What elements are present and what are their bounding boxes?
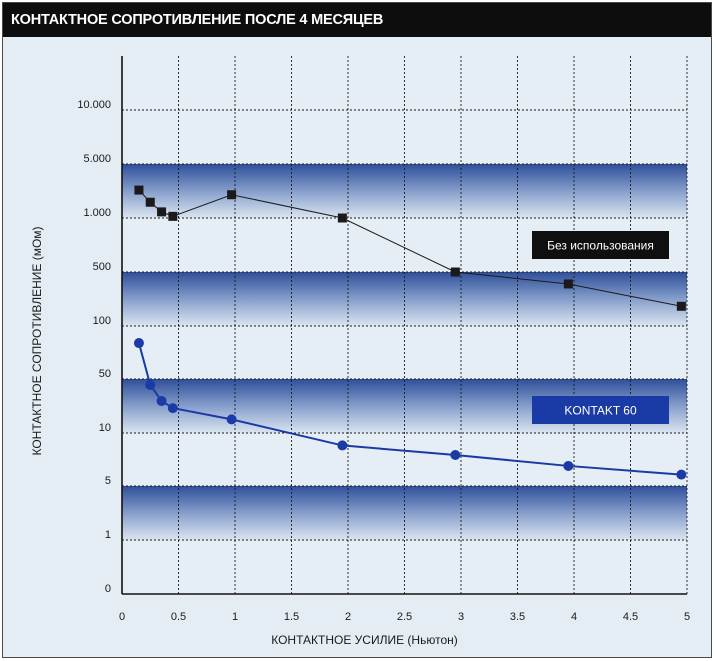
data-point-square	[337, 213, 347, 223]
tick-labels: 0 1 5 10 50 100 500 1.000 5.000 10.000 0 0.5 1 1.5 2 2.…	[77, 99, 690, 623]
data-point-circle	[145, 379, 156, 390]
x-axis-label: КОНТАКТНОЕ УСИЛИЕ (Ньютон)	[271, 633, 458, 647]
x-tick-label: 1.5	[284, 611, 299, 623]
axes	[121, 56, 687, 595]
x-tick-label: 2.5	[397, 611, 412, 623]
x-tick-label: 3	[458, 611, 464, 623]
series-layer	[133, 185, 687, 480]
y-tick-label: 50	[99, 368, 111, 380]
legend-label: KONTAKT 60	[564, 404, 637, 418]
legend-label: Без использования	[547, 239, 654, 253]
chart-title: КОНТАКТНОЕ СОПРОТИВЛЕНИЕ ПОСЛЕ 4 МЕСЯЦЕВ	[3, 3, 711, 37]
data-point-circle	[450, 449, 461, 460]
y-axis-label: КОНТАКТНОЕ СОПРОТИВЛЕНИЕ (мОм)	[30, 226, 44, 455]
legend-box	[532, 231, 669, 259]
data-point-circle	[226, 414, 237, 425]
data-point-square	[157, 207, 167, 217]
data-point-square	[145, 197, 155, 207]
data-point-circle	[156, 395, 167, 406]
y-tick-label: 10.000	[77, 99, 111, 111]
y-tick-label: 10	[99, 422, 111, 434]
data-point-square	[450, 267, 460, 277]
grid-lines	[122, 56, 688, 594]
data-point-circle	[167, 403, 178, 414]
y-tick-label: 5.000	[83, 153, 111, 165]
x-tick-label: 1	[232, 611, 238, 623]
x-tick-label: 2	[345, 611, 351, 623]
x-tick-label: 5	[684, 611, 690, 623]
chart-svg: 0 1 5 10 50 100 500 1.000 5.000 10.000 0 0.5 1 1.5 2 2.…	[30, 56, 690, 647]
data-point-circle	[133, 338, 144, 349]
y-tick-label: 1.000	[83, 207, 111, 219]
x-tick-label: 3.5	[510, 611, 525, 623]
y-tick-label: 500	[93, 261, 111, 273]
data-point-square	[168, 211, 178, 221]
data-point-circle	[563, 460, 574, 471]
legend-layer: Без использования KONTAKT 60	[532, 231, 669, 424]
x-tick-label: 4	[571, 611, 577, 623]
y-tick-label: 100	[93, 315, 111, 327]
y-tick-label: 0	[105, 583, 111, 595]
data-point-circle	[337, 440, 348, 451]
y-tick-label: 5	[105, 475, 111, 487]
x-tick-label: 0.5	[171, 611, 186, 623]
legend-box	[532, 396, 669, 424]
data-point-circle	[676, 469, 687, 480]
data-point-square	[227, 190, 237, 200]
data-point-square	[563, 279, 573, 289]
data-point-square	[134, 185, 144, 195]
x-tick-label: 4.5	[623, 611, 638, 623]
data-point-square	[676, 301, 686, 311]
y-tick-label: 1	[105, 529, 111, 541]
x-tick-label: 0	[119, 611, 125, 623]
